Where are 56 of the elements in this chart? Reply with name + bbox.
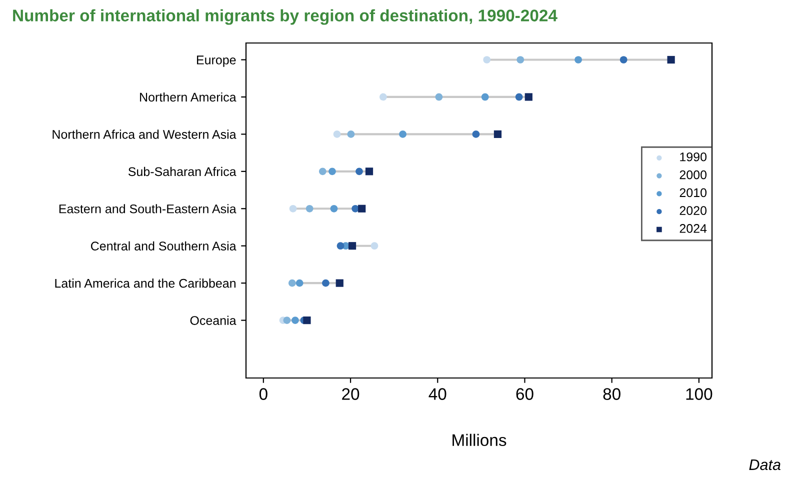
point — [472, 130, 480, 138]
point — [380, 93, 387, 101]
x-tick-label: 100 — [686, 388, 712, 400]
y-tick-label: Northern America — [140, 92, 236, 102]
point — [348, 242, 356, 250]
point — [435, 93, 443, 101]
y-tick-label: Northern Africa and Western Asia — [52, 130, 236, 139]
y-tick-label: Eastern and South-Eastern Asia — [59, 204, 236, 214]
legend-label: 2000 — [680, 170, 707, 180]
x-tick-label: 0 — [259, 388, 268, 400]
point — [336, 242, 344, 250]
point — [347, 130, 355, 138]
point — [515, 93, 523, 101]
point — [356, 168, 363, 176]
point — [524, 93, 532, 101]
point — [336, 279, 344, 287]
point — [289, 204, 297, 212]
point — [318, 168, 326, 176]
text: Data — [749, 459, 780, 470]
point — [292, 316, 299, 324]
point — [516, 56, 524, 64]
point — [288, 279, 296, 287]
legend-label: 2024 — [680, 224, 707, 233]
y-tick-label: Latin America and the Caribbean — [55, 278, 236, 288]
x-tick-label: 40 — [428, 388, 446, 400]
point — [399, 130, 406, 138]
point — [370, 242, 378, 250]
point — [322, 279, 330, 287]
point — [358, 204, 366, 212]
x-tick-label: 60 — [516, 388, 534, 400]
point — [296, 279, 304, 287]
point — [352, 204, 359, 212]
point — [494, 130, 502, 138]
point — [328, 168, 336, 176]
legend-label: 2010 — [680, 188, 707, 198]
point — [333, 130, 341, 138]
point — [483, 56, 491, 64]
point — [620, 56, 628, 64]
y-tick-label: Central and Southern Asia — [90, 241, 236, 251]
x-axis-title: Millions — [452, 434, 506, 446]
legend-label: 1990 — [680, 152, 707, 162]
y-tick-label: Europe — [197, 56, 236, 67]
point — [306, 204, 314, 212]
chart-title: Number of international migrants by region of destination, 1990-2024 — [13, 9, 558, 25]
point — [481, 93, 489, 101]
point — [303, 316, 311, 324]
point — [574, 56, 582, 64]
legend-label: 2020 — [680, 206, 707, 216]
point — [667, 56, 675, 64]
x-tick-label: 80 — [603, 388, 620, 400]
x-tick-label: 20 — [342, 388, 360, 400]
y-tick-label: Sub-Saharan Africa — [128, 166, 236, 176]
y-tick-label: Oceania — [190, 316, 236, 325]
point — [330, 204, 338, 212]
point — [283, 316, 291, 324]
point — [365, 168, 374, 176]
